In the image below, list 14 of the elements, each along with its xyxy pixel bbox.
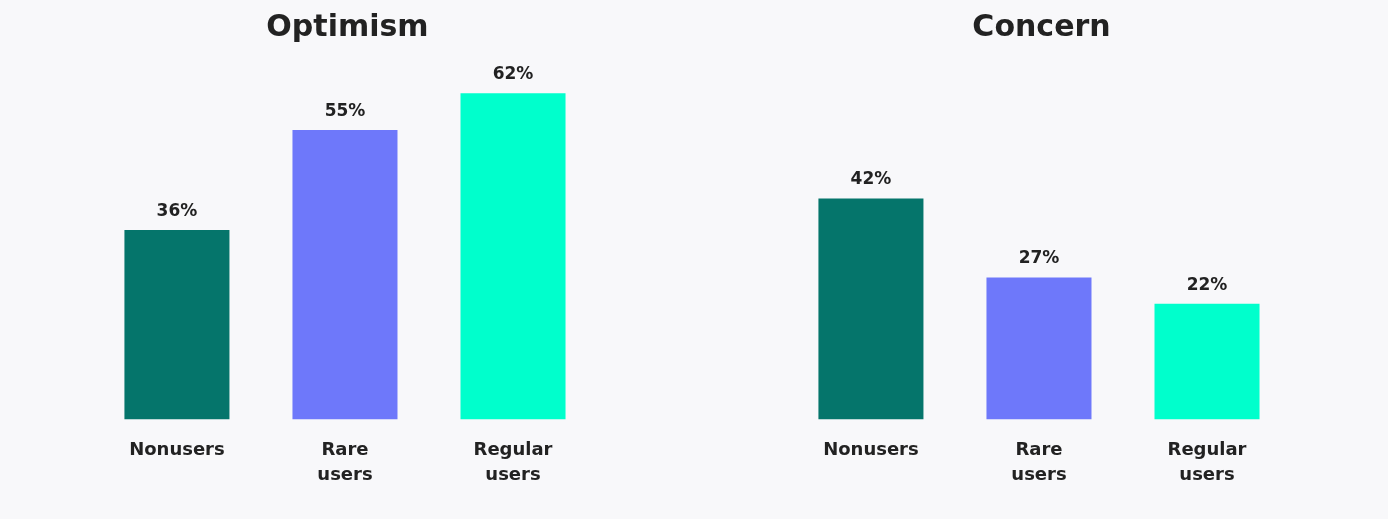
- chart-title: Concern: [972, 7, 1111, 43]
- x-tick-label: Rare users: [317, 437, 373, 484]
- data-label: 22%: [1186, 273, 1228, 294]
- data-label: 55%: [324, 100, 366, 121]
- x-tick-label: Rare users: [1011, 437, 1067, 484]
- chart-title: Optimism: [266, 7, 429, 43]
- x-tick-label: Nonusers: [129, 437, 225, 459]
- data-label: 36%: [156, 200, 198, 221]
- x-tick-label: Regular users: [473, 437, 553, 484]
- data-label: 62%: [492, 63, 534, 84]
- data-label: 27%: [1018, 247, 1060, 268]
- x-tick-label: Nonusers: [823, 437, 919, 459]
- data-label: 42%: [850, 168, 892, 189]
- x-tick-label: Regular users: [1167, 437, 1247, 484]
